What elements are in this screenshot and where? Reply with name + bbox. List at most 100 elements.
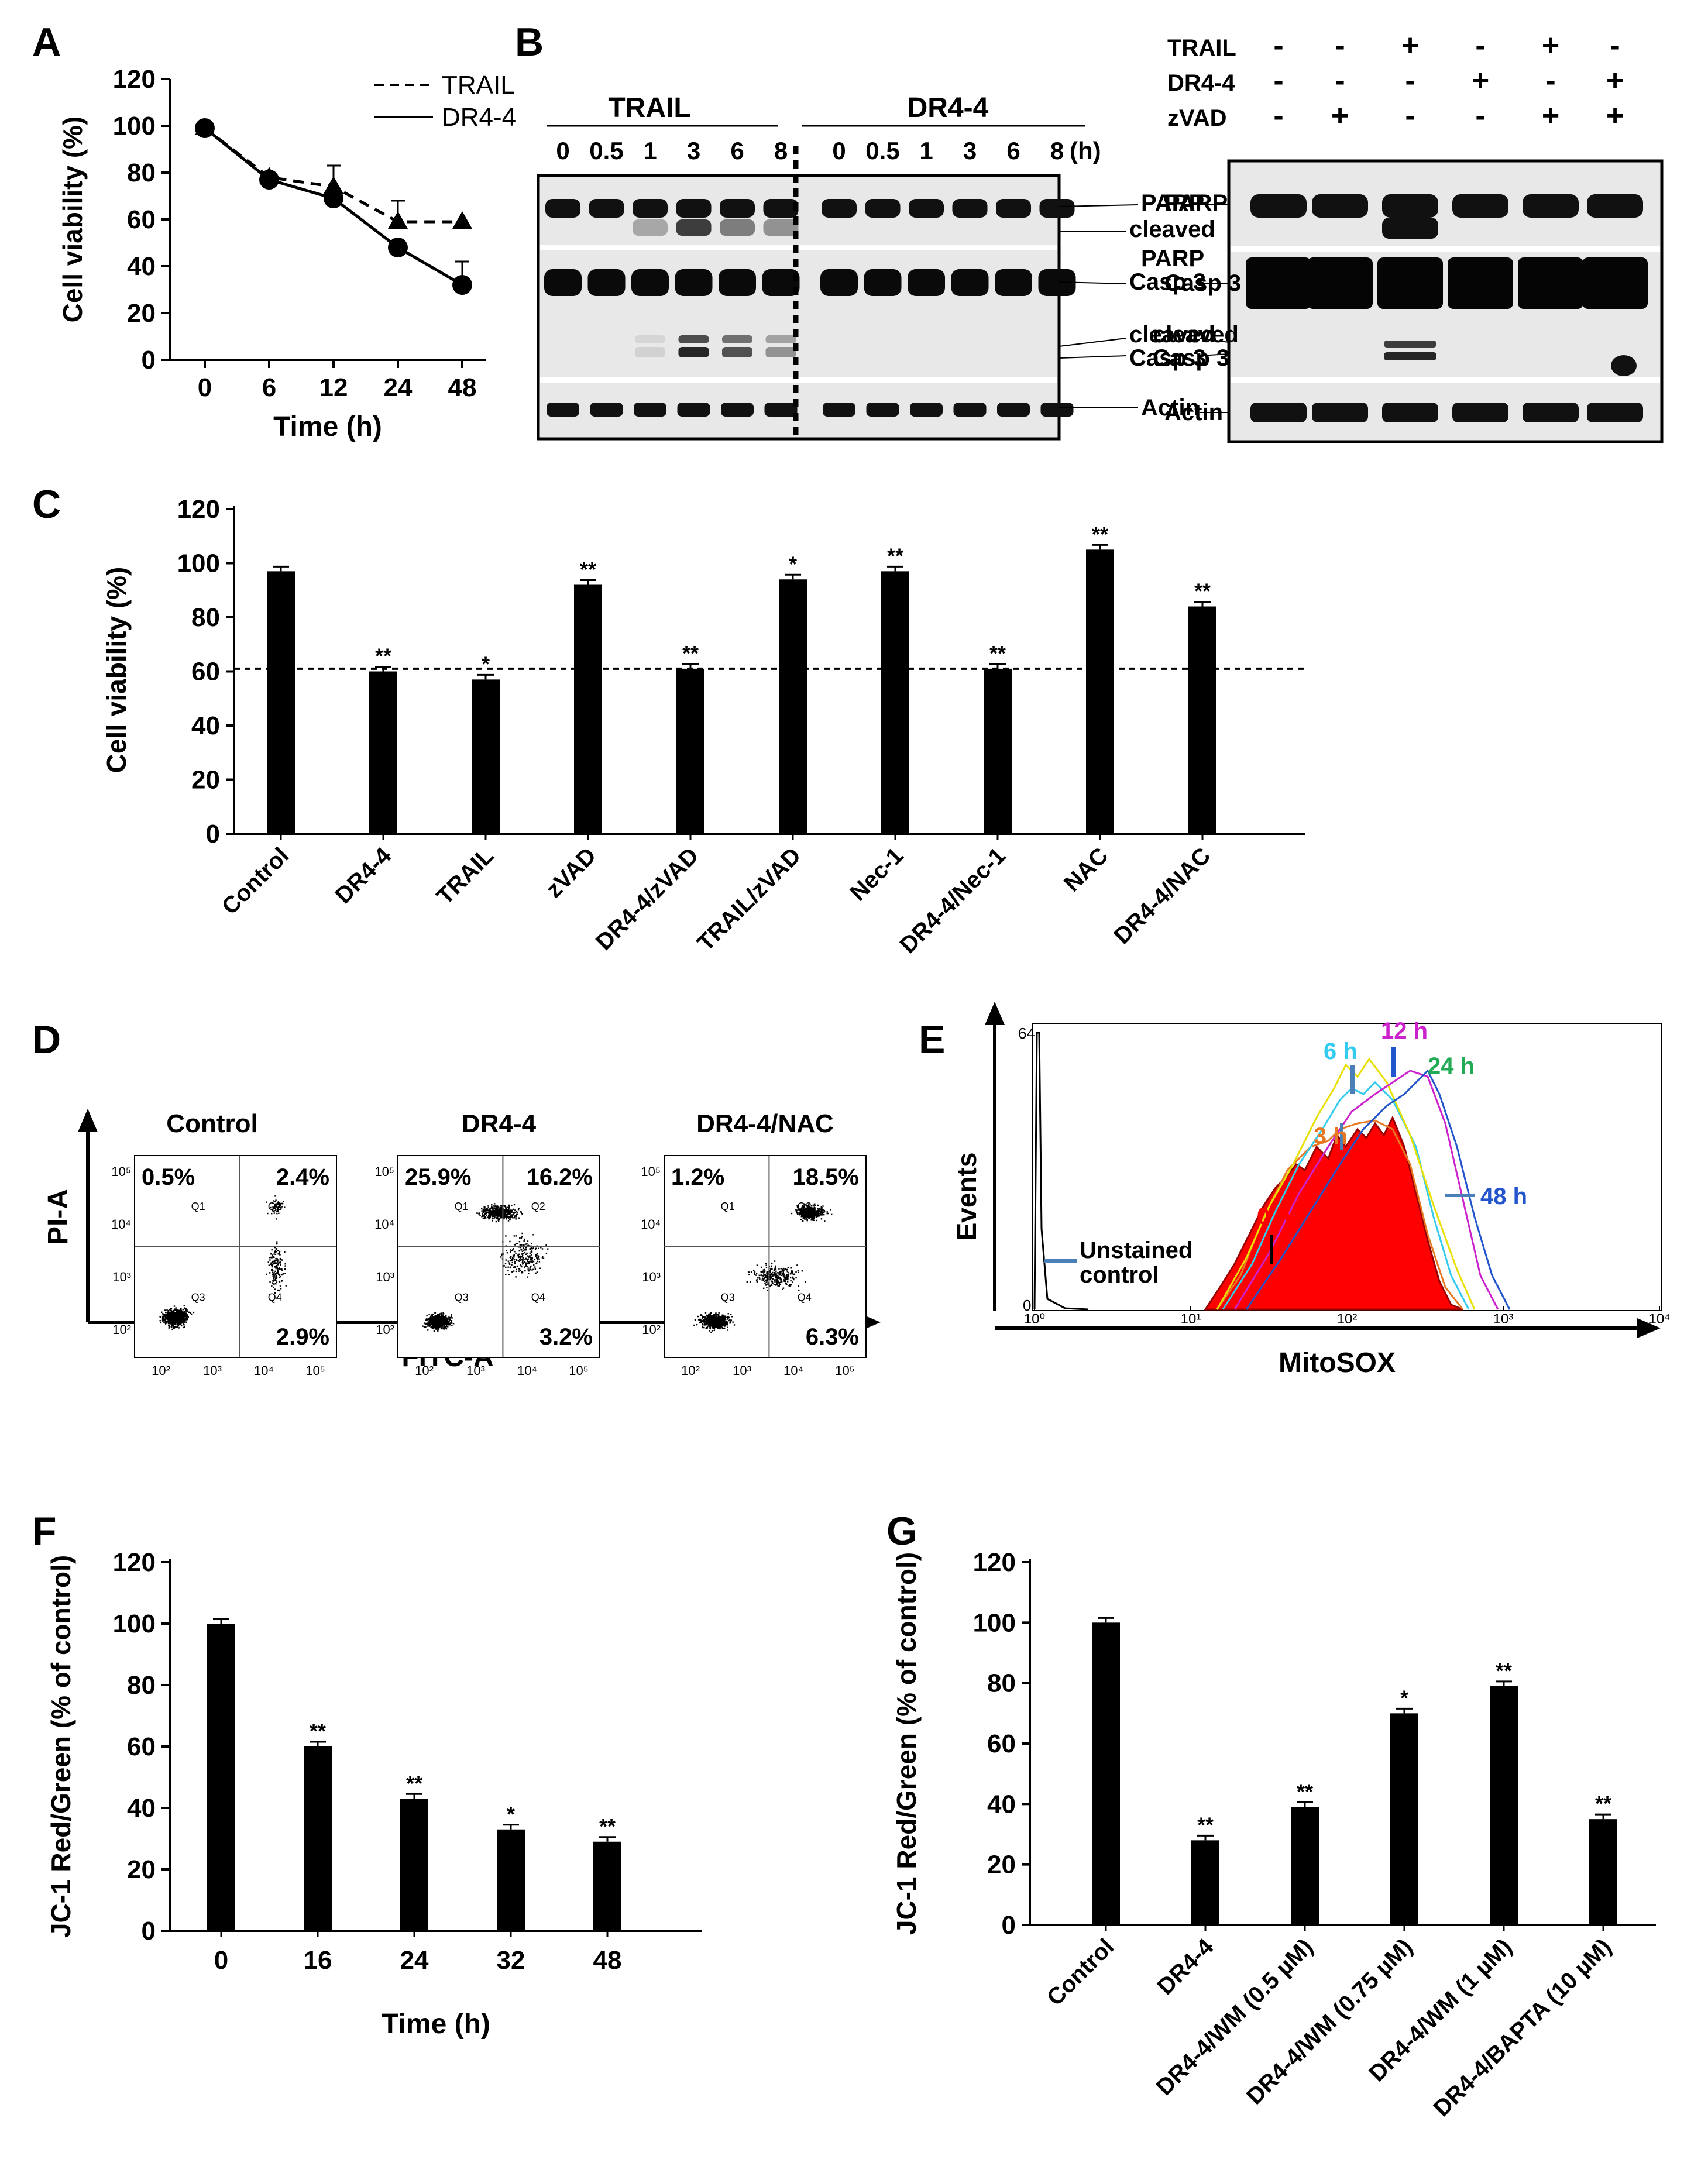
d-dot bbox=[174, 1321, 176, 1323]
d-dot bbox=[765, 1283, 768, 1285]
d-dot bbox=[276, 1202, 279, 1205]
d-dot bbox=[724, 1321, 726, 1323]
d-dot bbox=[521, 1261, 524, 1263]
c-sig-3: ** bbox=[580, 558, 596, 582]
d-dot bbox=[272, 1263, 273, 1265]
d-dot bbox=[276, 1211, 278, 1212]
d-dot bbox=[169, 1323, 171, 1325]
d-dot bbox=[270, 1263, 272, 1265]
d-dot bbox=[169, 1322, 171, 1324]
d-dot bbox=[445, 1327, 447, 1329]
d-dot bbox=[181, 1315, 183, 1317]
d-dot bbox=[514, 1263, 516, 1265]
d-dot bbox=[783, 1270, 785, 1271]
b-left-band-casp3-1 bbox=[587, 269, 626, 296]
d-dot bbox=[791, 1212, 793, 1215]
d-dot bbox=[716, 1322, 719, 1324]
d-dot bbox=[791, 1271, 792, 1273]
d-dot bbox=[782, 1287, 785, 1289]
d-dot bbox=[172, 1313, 174, 1315]
d-dot bbox=[800, 1215, 803, 1216]
d-dot bbox=[444, 1319, 446, 1321]
d-dot bbox=[712, 1318, 714, 1319]
f-sig-3: * bbox=[507, 1802, 515, 1826]
d-dot bbox=[274, 1250, 276, 1251]
b-right-row-label-0: TRAIL bbox=[1167, 35, 1236, 61]
d-dot bbox=[709, 1327, 712, 1329]
d-dot bbox=[444, 1317, 445, 1319]
d-dot bbox=[281, 1269, 283, 1271]
d-dot bbox=[707, 1315, 709, 1317]
d-dot bbox=[717, 1326, 719, 1328]
b-right-band-actin-1 bbox=[1312, 403, 1368, 422]
d-dot bbox=[767, 1290, 768, 1291]
b-left-band-clc1-2 bbox=[635, 335, 665, 343]
d-ytick-2-2: 10³ bbox=[642, 1270, 661, 1284]
b-right-band-labels bbox=[1199, 204, 1229, 413]
d-dot bbox=[445, 1323, 448, 1325]
d-dot bbox=[776, 1277, 778, 1278]
d-dot bbox=[811, 1216, 813, 1218]
d-dot bbox=[508, 1213, 510, 1215]
d-dot bbox=[181, 1325, 183, 1327]
d-dot bbox=[788, 1272, 790, 1274]
d-dot bbox=[727, 1313, 729, 1315]
d-dot bbox=[169, 1309, 171, 1311]
d-dot bbox=[440, 1325, 442, 1327]
d-dot bbox=[280, 1288, 282, 1290]
d-dot bbox=[486, 1209, 489, 1211]
d-dot bbox=[485, 1208, 487, 1209]
d-dot bbox=[717, 1327, 719, 1329]
d-dot bbox=[762, 1274, 765, 1276]
d-dot bbox=[702, 1318, 703, 1319]
d-dot bbox=[277, 1289, 279, 1291]
d-dot bbox=[779, 1278, 781, 1280]
d-dot bbox=[709, 1330, 710, 1332]
a-x-axis-label: Time (h) bbox=[273, 411, 382, 442]
f-ytick-label-6: 120 bbox=[113, 1548, 156, 1577]
b-left-band-parp-8 bbox=[909, 199, 944, 218]
e-x-arrowhead bbox=[1637, 1318, 1661, 1338]
d-dot bbox=[496, 1218, 498, 1219]
d-dot bbox=[805, 1204, 807, 1206]
d-dot bbox=[805, 1209, 807, 1211]
d-dot bbox=[279, 1290, 281, 1292]
d-dot bbox=[749, 1281, 751, 1283]
d-dot bbox=[811, 1212, 813, 1214]
d-dot bbox=[279, 1275, 281, 1278]
d-dot bbox=[513, 1270, 515, 1272]
d-dot bbox=[706, 1318, 707, 1321]
e-label-3h: 3 h bbox=[1314, 1123, 1348, 1149]
d-dot bbox=[812, 1204, 815, 1206]
d-dot bbox=[430, 1315, 432, 1316]
d-dot bbox=[710, 1322, 712, 1323]
d-dot bbox=[441, 1322, 442, 1325]
g-ytick-label-4: 80 bbox=[987, 1669, 1016, 1698]
d-dot bbox=[710, 1325, 712, 1327]
d-dot bbox=[719, 1322, 720, 1324]
d-dot bbox=[773, 1270, 775, 1272]
d-dot bbox=[531, 1251, 533, 1253]
d-dot bbox=[524, 1261, 525, 1263]
d-dot bbox=[769, 1270, 771, 1272]
b-left-band-parp-9 bbox=[952, 199, 988, 218]
d-ytick-2-1: 10⁴ bbox=[641, 1217, 661, 1232]
d-dot bbox=[439, 1321, 441, 1323]
d-dot bbox=[438, 1326, 439, 1328]
d-dot bbox=[438, 1315, 439, 1316]
b-right-sign-2-3: - bbox=[1475, 99, 1485, 133]
d-dot bbox=[489, 1208, 491, 1209]
d-dot bbox=[441, 1313, 443, 1315]
d-dot bbox=[277, 1271, 279, 1273]
d-dot bbox=[437, 1330, 439, 1332]
d-dot bbox=[174, 1316, 177, 1318]
d-dot bbox=[163, 1319, 165, 1321]
d-dot bbox=[271, 1202, 273, 1204]
c-ytick-label-2: 40 bbox=[191, 711, 220, 740]
f-x-axis-label: Time (h) bbox=[382, 2009, 490, 2040]
d-dot bbox=[279, 1274, 281, 1276]
d-xtick-2-3: 10⁵ bbox=[835, 1363, 855, 1378]
d-dot bbox=[159, 1320, 161, 1322]
d-dot bbox=[767, 1283, 768, 1285]
